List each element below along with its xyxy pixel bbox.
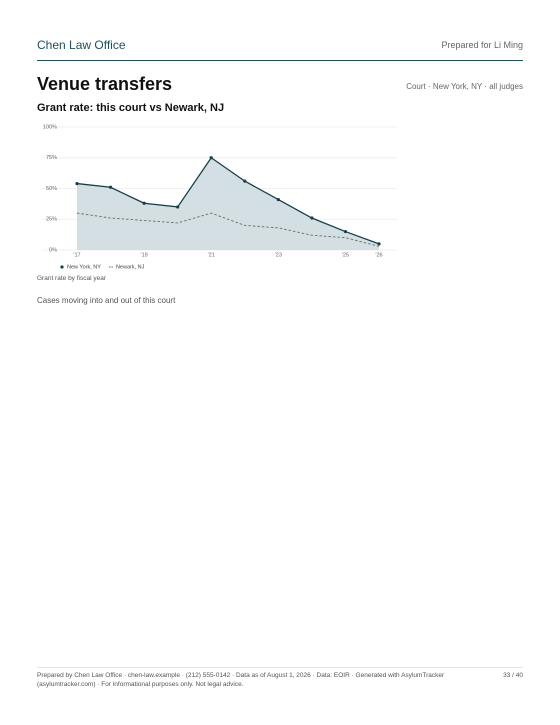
x-tick-label: '21 [208,252,215,258]
header-rule [37,60,523,61]
point [142,201,146,205]
brand: Chen Law Office [37,38,126,52]
point [176,205,180,209]
line [76,156,380,245]
x-tick-label: '23 [275,252,282,258]
next-heading: Cases moving into and out of this court [37,296,176,305]
point [377,242,381,246]
section-scope: Court · New York, NY · all judges [406,82,523,91]
y-tick-label: 25% [46,217,57,223]
point [108,185,113,189]
chart: 0% 25% 50% 75% 100% '17 '19 '21 '23 '25 '26 New Yor… [42,124,397,270]
x-tick-label: '26 [375,252,382,258]
area [77,157,379,250]
legend-marker [60,265,64,269]
x-tick-label: '17 [73,252,80,258]
footer-note: Prepared by Chen Law Office · chen-law.e… [37,672,445,688]
x-tick-label: '25 [342,252,349,258]
legend-label: New York, NY [67,264,101,270]
y-tick-label: 0% [49,247,57,253]
y-tick-label: 100% [43,124,57,130]
y-tick-label: 50% [46,186,57,192]
y-tick-label: 75% [46,155,57,161]
chart-title: Grant rate: this court vs Newark, NJ [37,102,225,114]
x-tick-label: '19 [141,252,148,258]
point [209,156,213,160]
point [310,216,314,220]
chart-caption: Grant rate by fiscal year [37,275,106,282]
line [76,212,380,247]
page-number: 33 / 40 [503,672,523,679]
section-title: Venue transfers [37,74,173,94]
point [75,181,79,186]
point [343,229,348,234]
point [276,197,280,202]
prepared-for: Prepared for Li Ming [441,40,523,50]
legend-label: Newark, NJ [116,264,145,270]
footer-rule [37,667,523,668]
point [243,179,247,183]
